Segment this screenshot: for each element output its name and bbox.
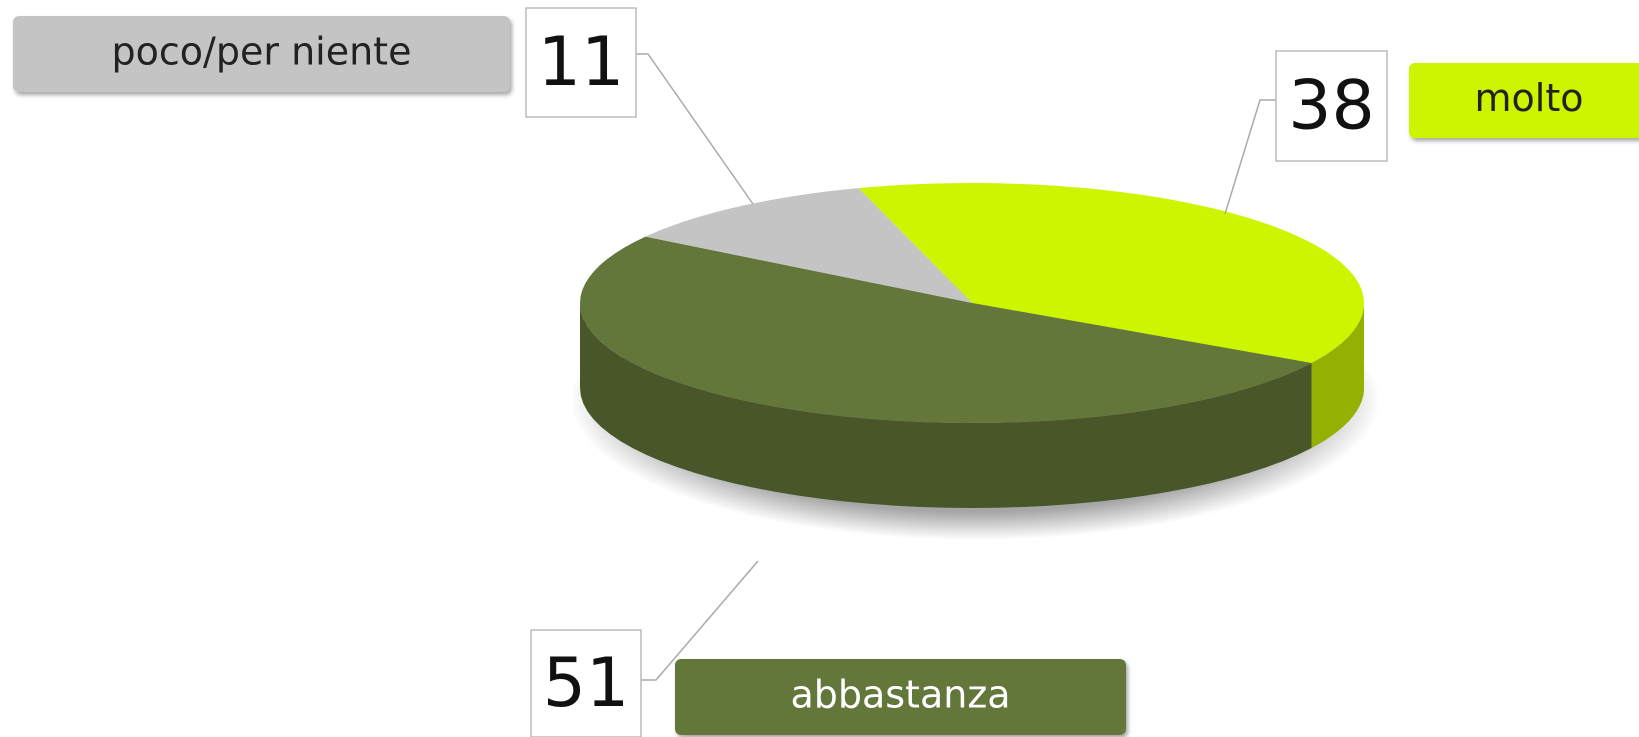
- leader-line: [636, 53, 754, 205]
- leader-line: [1224, 99, 1276, 215]
- value-box: [525, 7, 637, 118]
- slice: [580, 236, 1312, 423]
- slice-side: [580, 303, 1312, 508]
- value-box: [1275, 50, 1388, 162]
- value-label: 38: [1288, 67, 1375, 146]
- category-label: molto: [1475, 76, 1584, 120]
- category-box: [1409, 63, 1639, 138]
- slice: [858, 183, 1364, 363]
- value-box: [530, 629, 642, 737]
- value-label: 51: [543, 644, 630, 723]
- leader-line: [641, 560, 759, 681]
- value-label: 11: [538, 23, 625, 102]
- slice-side: [1311, 303, 1364, 448]
- category-box: [13, 16, 510, 92]
- category-label: abbastanza: [790, 673, 1010, 717]
- category-box: [675, 659, 1126, 735]
- category-label: poco/per niente: [112, 30, 412, 74]
- slice: [645, 188, 972, 303]
